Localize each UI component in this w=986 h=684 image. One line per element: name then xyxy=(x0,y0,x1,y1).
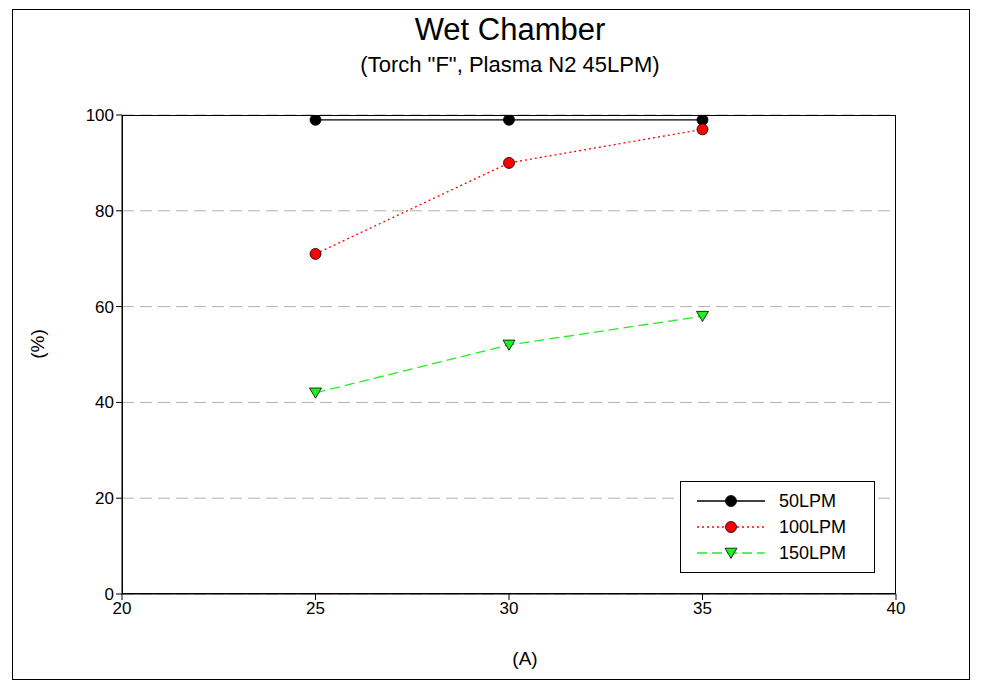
svg-text:0: 0 xyxy=(105,585,114,604)
html-text:50LPM: 50LPM xyxy=(779,490,836,511)
svg-text:40: 40 xyxy=(887,599,906,618)
svg-text:100: 100 xyxy=(86,106,114,125)
svg-text:20: 20 xyxy=(95,489,114,508)
svg-text:60: 60 xyxy=(95,298,114,317)
svg-text:40: 40 xyxy=(95,393,114,412)
svg-text:30: 30 xyxy=(500,599,519,618)
html-text:(Torch "F", Plasma N2 45LPM): (Torch "F", Plasma N2 45LPM) xyxy=(360,52,660,77)
html-text:(A): (A) xyxy=(512,648,538,669)
html-text:Wet Chamber: Wet Chamber xyxy=(414,12,606,47)
html-text:100LPM: 100LPM xyxy=(779,516,846,537)
svg-text:25: 25 xyxy=(306,599,325,618)
svg-text:35: 35 xyxy=(693,599,712,618)
html-text:150LPM: 150LPM xyxy=(779,542,846,563)
svg-text:80: 80 xyxy=(95,202,114,221)
svg-text:20: 20 xyxy=(113,599,132,618)
